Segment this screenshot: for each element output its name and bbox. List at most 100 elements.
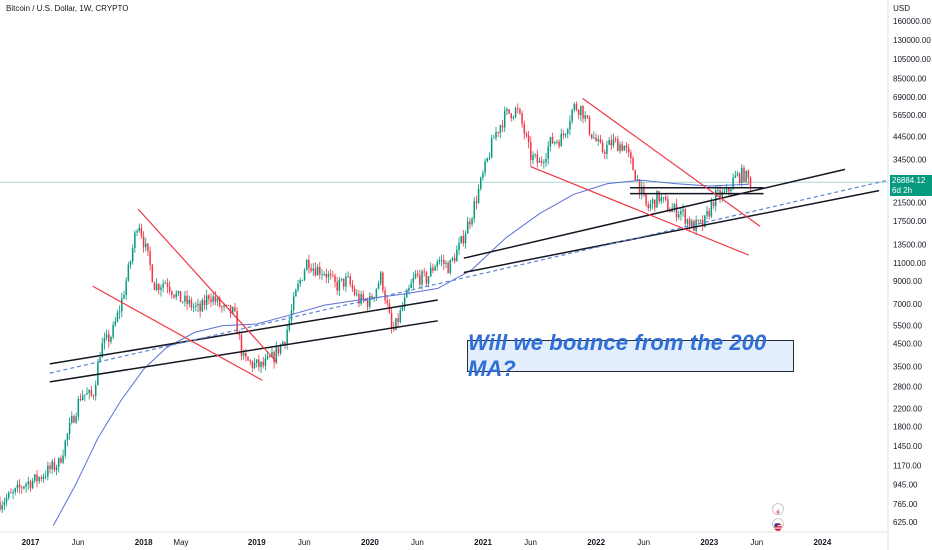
candle-body (714, 190, 717, 207)
candle-body (173, 294, 175, 298)
candle-body (664, 197, 667, 200)
candle-body (510, 113, 512, 119)
candle-body (40, 477, 43, 479)
candle-body (660, 197, 663, 202)
trendline (49, 179, 889, 374)
y-tick-label: 130000.00 (893, 36, 931, 45)
candle-body (53, 461, 56, 470)
candle-body (532, 154, 534, 160)
candle-body (490, 138, 493, 158)
candle-body (342, 278, 345, 287)
candle-body (20, 487, 23, 489)
candle-body (23, 486, 25, 489)
trendline (49, 299, 438, 365)
y-tick-label: 1170.00 (893, 461, 922, 470)
y-tick-label: 17500.00 (893, 217, 927, 226)
candle-body (94, 385, 97, 397)
candle-body (599, 139, 602, 143)
candle-body (403, 297, 406, 308)
candle-body (12, 491, 14, 493)
candle-body (308, 259, 310, 269)
candle-body (747, 170, 750, 178)
candle-body (325, 274, 328, 278)
candle-body (645, 193, 647, 205)
candle-body (18, 484, 21, 488)
candle-body (299, 280, 301, 284)
candle-body (155, 284, 158, 290)
candle-body (195, 305, 197, 307)
candle-body (392, 327, 395, 330)
candle-body (92, 395, 95, 397)
candle-body (271, 351, 273, 358)
candle-body (643, 186, 645, 194)
y-tick-label: 1800.00 (893, 423, 922, 432)
candle-body (484, 161, 486, 173)
y-tick-label: 34500.00 (893, 156, 927, 165)
trendline (463, 168, 846, 259)
candle-body (90, 390, 93, 396)
candle-body (691, 220, 693, 227)
candle-body (245, 352, 247, 357)
candle-body (577, 110, 580, 116)
candle-body (482, 172, 484, 178)
candle-body (567, 129, 569, 134)
candle-body (497, 131, 499, 133)
candle-body (525, 133, 528, 136)
candle-body (604, 152, 606, 154)
candle-body (268, 356, 271, 358)
y-tick-label: 105000.00 (893, 55, 931, 64)
candle-body (506, 109, 508, 111)
candle-body (186, 295, 188, 304)
candle-body (443, 259, 445, 264)
y-tick-label: 7000.00 (893, 300, 922, 309)
candle-body (242, 352, 245, 356)
candle-body (29, 481, 32, 489)
candle-body (369, 296, 371, 307)
x-tick-label: 2019 (248, 538, 266, 547)
candle-body (379, 272, 382, 284)
candle-body (57, 457, 60, 468)
trendline (530, 165, 750, 256)
candle-body (199, 303, 201, 312)
candle-body (273, 351, 275, 363)
candle-body (64, 440, 67, 456)
candle-body (345, 276, 347, 287)
candle-body (371, 296, 373, 299)
candle-body (488, 157, 491, 159)
candle-body (151, 264, 154, 283)
candle-body (114, 321, 117, 325)
candle-body (412, 277, 415, 284)
current-price-tag: 26884.12 6d 2h (890, 175, 932, 196)
candle-body (147, 243, 149, 252)
candle-body (358, 293, 360, 304)
candle-body (1, 505, 3, 510)
candle-body (190, 299, 193, 308)
x-tick-label: Jun (524, 538, 537, 547)
lightning-icon[interactable] (772, 503, 784, 516)
flag-icon[interactable] (772, 518, 784, 531)
candle-body (553, 141, 556, 144)
candle-body (582, 105, 584, 119)
candle-body (721, 191, 723, 198)
candle-body (201, 300, 204, 312)
candle-body (110, 336, 112, 342)
candle-body (538, 160, 541, 163)
candle-body (16, 484, 19, 489)
candle-body (236, 311, 238, 334)
x-tick-label: Jun (411, 538, 424, 547)
candle-body (416, 273, 419, 276)
candle-body (253, 362, 256, 368)
candle-body (632, 158, 634, 171)
candle-body (421, 271, 423, 285)
y-tick-label: 21500.00 (893, 198, 927, 207)
candle-body (743, 167, 745, 182)
candle-body (610, 140, 613, 146)
candle-body (292, 296, 295, 311)
candle-body (741, 167, 743, 183)
candle-body (527, 135, 530, 143)
candle-body (284, 341, 286, 345)
candle-body (399, 310, 402, 323)
candle-body (617, 139, 619, 152)
candle-body (438, 260, 441, 262)
